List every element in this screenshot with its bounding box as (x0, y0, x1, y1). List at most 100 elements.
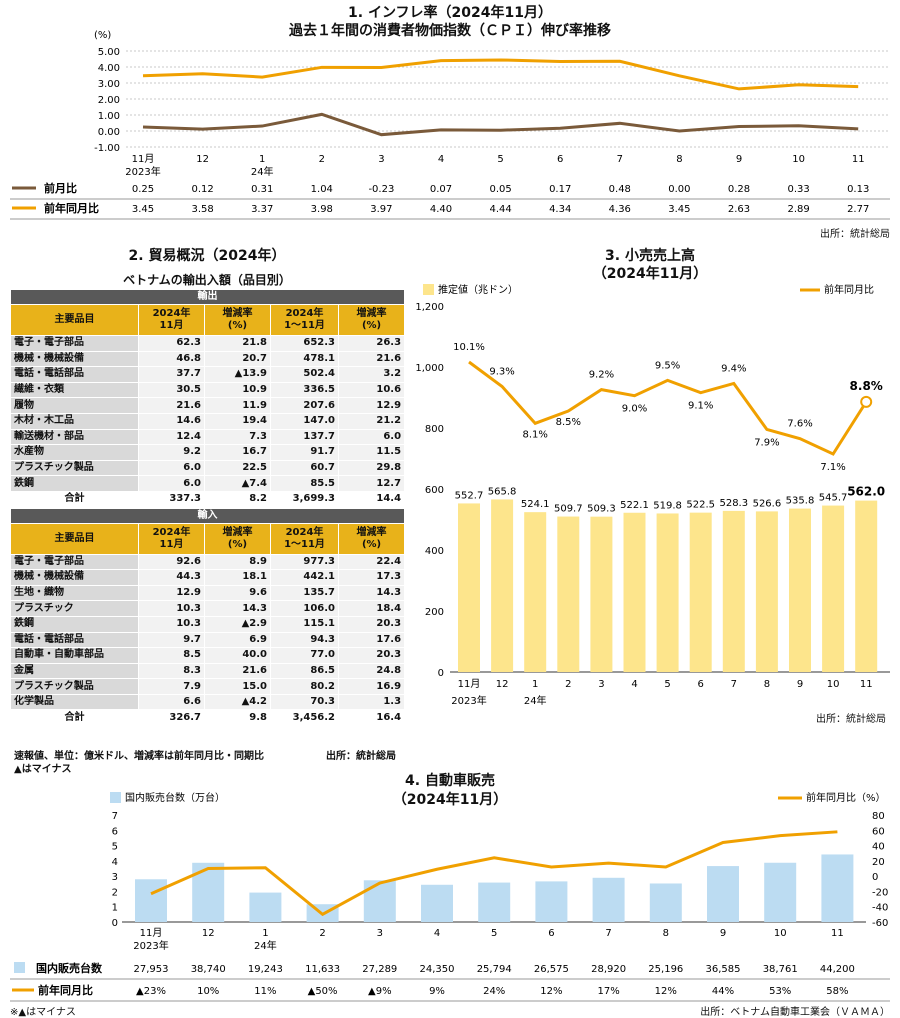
retail-x-subtick: 24年 (524, 694, 547, 707)
import-row: 機械・機械設備 44.3 18.1 442.1 17.3 (10, 569, 406, 586)
cpi-x-tick: 10 (792, 154, 805, 165)
import-item-cell: 金属 (10, 662, 139, 680)
import-value-cell: 8.9 (204, 553, 271, 571)
import-row: 鉄鋼 10.3 ▲2.9 115.1 20.3 (10, 615, 406, 633)
cpi-yoy-value: 3.45 (132, 204, 154, 215)
export-value-cell: 8.2 (204, 490, 271, 508)
trade-note2: ▲はマイナス (14, 764, 72, 775)
export-value-cell: 147.0 (270, 412, 339, 430)
auto-bar (421, 884, 453, 922)
auto-yoy-value: 11% (254, 986, 276, 997)
export-item-cell: 輸送機材・部品 (10, 428, 139, 446)
auto-y-left-tick: 0 (112, 918, 118, 929)
retail-line-label: 9.1% (688, 401, 713, 412)
retail-line-label: 8.5% (556, 417, 581, 428)
auto-x-tick: 11 (831, 928, 844, 939)
auto-bar (649, 883, 682, 922)
cpi-mom-value: -0.23 (368, 184, 394, 195)
export-value-cell: 11.9 (204, 397, 271, 414)
cpi-mom-value: 0.31 (251, 184, 273, 195)
import-value-cell: 15.0 (204, 678, 271, 695)
retail-x-tick: 6 (698, 679, 704, 690)
import-header: 増減率 (%) (337, 522, 406, 555)
auto-y-right-tick: 60 (872, 826, 885, 837)
auto-yoy-value: 24% (483, 986, 505, 997)
import-item-cell: 電話・電話部品 (10, 631, 139, 649)
retail-y-tick: 1,000 (415, 363, 444, 374)
auto-yoy-value: 58% (826, 986, 848, 997)
import-row: 電子・電子部品 92.6 8.9 977.3 22.4 (10, 553, 406, 571)
import-table: 輸入 主要品目 2024年 11月 増減率 (%) 2024年 1～11月 増減率 (%) 電子・電… (9, 507, 406, 727)
cpi-yoy-value: 2.77 (847, 204, 869, 215)
retail-bar-label: 545.7 (819, 493, 848, 504)
retail-bar (491, 499, 514, 672)
export-item-cell: 電子・電子部品 (10, 335, 139, 352)
auto-y-left-tick: 2 (112, 887, 118, 898)
auto-units-value: 19,243 (248, 964, 283, 975)
auto-yoy-value: 12% (540, 986, 562, 997)
cpi-yoy-value: 2.89 (787, 204, 809, 215)
auto-x-tick: 11月 (140, 927, 163, 939)
export-item-cell: プラスチック製品 (10, 459, 139, 477)
export-value-cell: 6.0 (138, 475, 205, 492)
retail-bar-label: 524.1 (521, 499, 550, 510)
auto-legend-bar-swatch (110, 792, 121, 803)
cpi-x-tick: 5 (497, 154, 503, 165)
auto-units-value: 38,740 (191, 964, 226, 975)
auto-units-value: 26,575 (534, 964, 569, 975)
cpi-y-tick: 0.00 (98, 127, 120, 138)
auto-x-tick: 12 (202, 928, 215, 939)
import-item-cell: 機械・機械設備 (10, 569, 139, 586)
retail-bar (590, 516, 613, 672)
cpi-mom-label: 前月比 (44, 181, 77, 195)
retail-bar (524, 512, 547, 672)
retail-y-tick: 200 (425, 607, 444, 618)
cpi-chart: (%) 5.00 4.00 3.00 2.00 1.00 0.00 -1.00 11月202… (10, 30, 890, 220)
import-value-cell: 77.0 (270, 647, 339, 664)
import-value-cell: 1.3 (337, 693, 406, 711)
export-item-cell: 鉄鋼 (10, 475, 139, 492)
retail-x-tick: 1 (532, 679, 538, 690)
import-value-cell: 326.7 (138, 709, 205, 727)
import-value-cell: 24.8 (337, 662, 406, 680)
import-row: 生地・織物 12.9 9.6 135.7 14.3 (10, 584, 406, 602)
auto-x-tick: 3 (377, 928, 383, 939)
cpi-mom-value: 0.33 (787, 184, 809, 195)
cpi-mom-value: 0.28 (728, 184, 750, 195)
auto-y-right-tick: -40 (872, 903, 888, 914)
retail-line-label: 9.4% (721, 363, 746, 374)
auto-yoy-value: 12% (655, 986, 677, 997)
auto-y-left-tick: 1 (112, 903, 118, 914)
cpi-yoy-value: 4.44 (489, 204, 511, 215)
export-header: 2024年 1～11月 (270, 304, 339, 336)
retail-bar (689, 512, 712, 672)
auto-title-line1: 4. 自動車販売 (405, 773, 495, 789)
import-value-cell: 977.3 (270, 553, 339, 571)
export-value-cell: 9.2 (138, 444, 205, 461)
auto-x-tick: 9 (720, 928, 726, 939)
auto-bar (707, 866, 739, 922)
export-value-cell: 6.0 (337, 428, 406, 446)
cpi-y-tick: 3.00 (98, 79, 120, 90)
cpi-yoy-label: 前年同月比 (44, 201, 99, 215)
import-value-cell: 6.6 (138, 693, 205, 711)
import-item-cell: 生地・織物 (10, 584, 139, 602)
export-value-cell: 502.4 (270, 366, 339, 383)
retail-bar (623, 512, 646, 672)
export-value-cell: 37.7 (138, 366, 205, 383)
import-value-cell: 442.1 (270, 569, 339, 586)
export-item-cell: 電話・電話部品 (10, 366, 139, 383)
cpi-yoy-value: 3.98 (311, 204, 333, 215)
auto-y-right-tick: -20 (872, 887, 888, 898)
import-row: 電話・電話部品 9.7 6.9 94.3 17.6 (10, 631, 406, 649)
export-item-cell: 木材・木工品 (10, 412, 139, 430)
retail-legend-bar-swatch (423, 284, 434, 295)
cpi-mom-value: 0.05 (489, 184, 511, 195)
cpi-mom-value: 0.00 (668, 184, 690, 195)
import-value-cell: 40.0 (204, 647, 271, 664)
import-value-cell: 8.3 (138, 662, 205, 680)
auto-y-right-tick: 40 (872, 842, 885, 853)
export-item-cell: 合計 (10, 490, 139, 508)
export-value-cell: 7.3 (204, 428, 271, 446)
retail-line-label: 10.1% (453, 342, 485, 353)
